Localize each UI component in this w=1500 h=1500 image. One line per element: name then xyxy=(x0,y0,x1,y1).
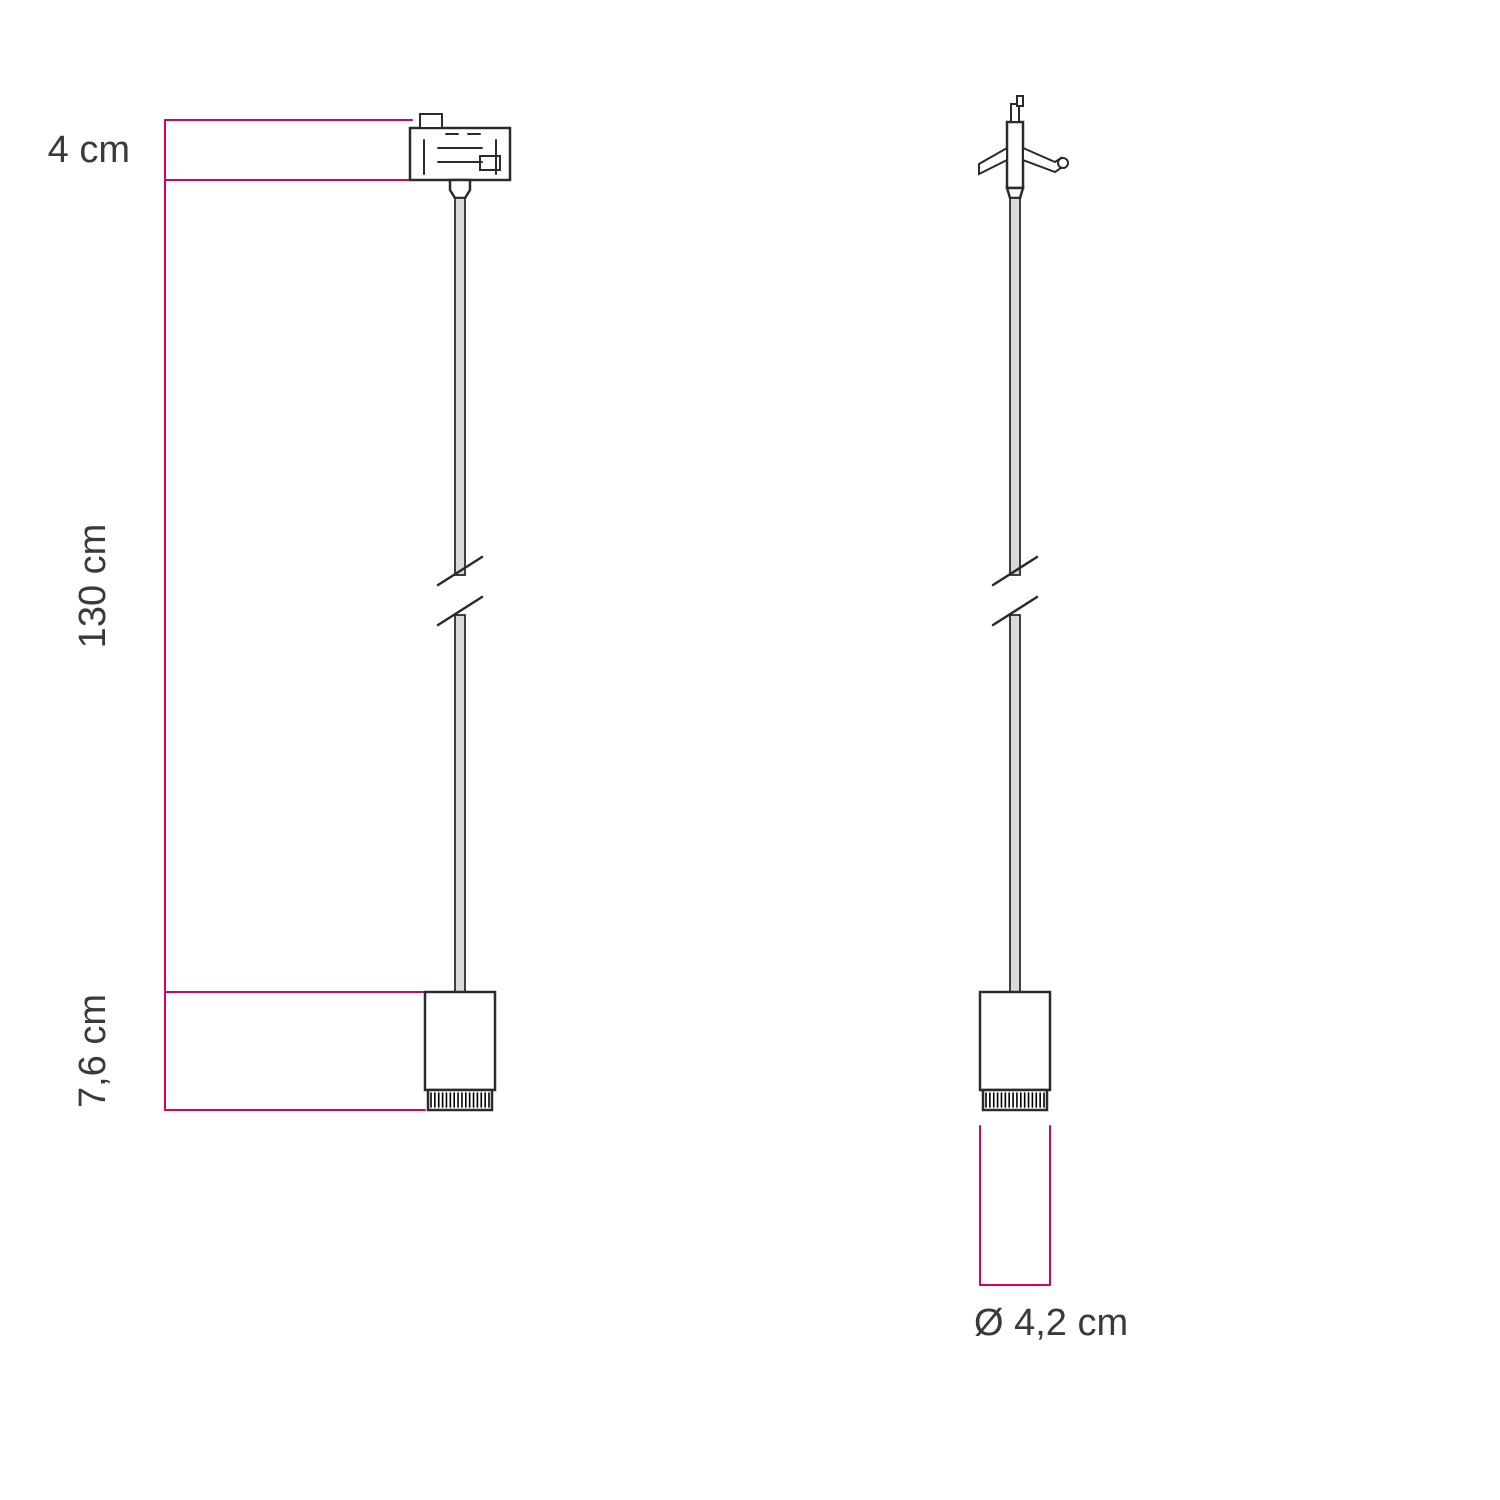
right-socket xyxy=(980,992,1050,1110)
right-bulb-dimension xyxy=(980,1126,1050,1285)
left-socket xyxy=(425,992,495,1110)
left-connector xyxy=(410,114,510,198)
technical-drawing: 4 cm 130 cm 7,6 cm Ø 4,2 cm xyxy=(0,0,1500,1500)
dim-bottom-label: 7,6 cm xyxy=(72,994,114,1108)
left-cable-lower xyxy=(455,615,465,992)
right-connector xyxy=(979,96,1068,198)
dim-diameter-label: Ø 4,2 cm xyxy=(974,1302,1128,1344)
left-cable-upper xyxy=(455,198,465,575)
right-cable-lower xyxy=(1010,615,1020,992)
right-cable-upper xyxy=(1010,198,1020,575)
dim-top-label: 4 cm xyxy=(48,129,130,171)
dim-mid-label: 130 cm xyxy=(72,524,114,649)
